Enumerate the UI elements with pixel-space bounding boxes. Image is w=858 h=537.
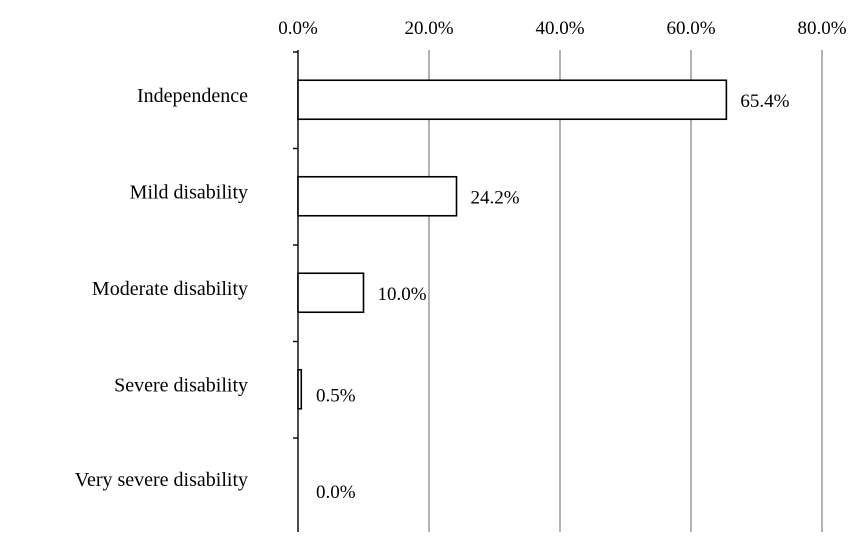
x-tick-label: 40.0% bbox=[535, 18, 584, 39]
category-label: Very severe disability bbox=[75, 469, 248, 491]
category-label: Mild disability bbox=[130, 181, 248, 203]
x-tick-label: 0.0% bbox=[278, 18, 318, 39]
x-tick-label: 20.0% bbox=[404, 18, 453, 39]
data-label: 65.4% bbox=[740, 91, 789, 112]
bar bbox=[297, 272, 365, 314]
category-label: Moderate disability bbox=[92, 278, 248, 300]
data-label: 10.0% bbox=[378, 284, 427, 305]
bar bbox=[297, 79, 728, 121]
data-labels: 65.4% 24.2% 10.0% 0.5% 0.0% bbox=[316, 91, 790, 503]
value-axis-ticks: 0.0% 20.0% 40.0% 60.0% 80.0% bbox=[278, 18, 847, 39]
data-label: 0.0% bbox=[316, 482, 356, 503]
x-tick-label: 60.0% bbox=[666, 18, 715, 39]
data-label: 0.5% bbox=[316, 385, 356, 406]
bar bbox=[297, 368, 303, 410]
gridlines bbox=[428, 50, 823, 532]
data-label: 24.2% bbox=[471, 187, 520, 208]
bar bbox=[297, 175, 458, 217]
bars bbox=[297, 79, 728, 410]
category-label: Independence bbox=[137, 85, 248, 107]
category-label: Severe disability bbox=[114, 374, 248, 396]
category-labels: Independence Mild disability Moderate disa… bbox=[75, 85, 248, 491]
x-tick-label: 80.0% bbox=[797, 18, 846, 39]
